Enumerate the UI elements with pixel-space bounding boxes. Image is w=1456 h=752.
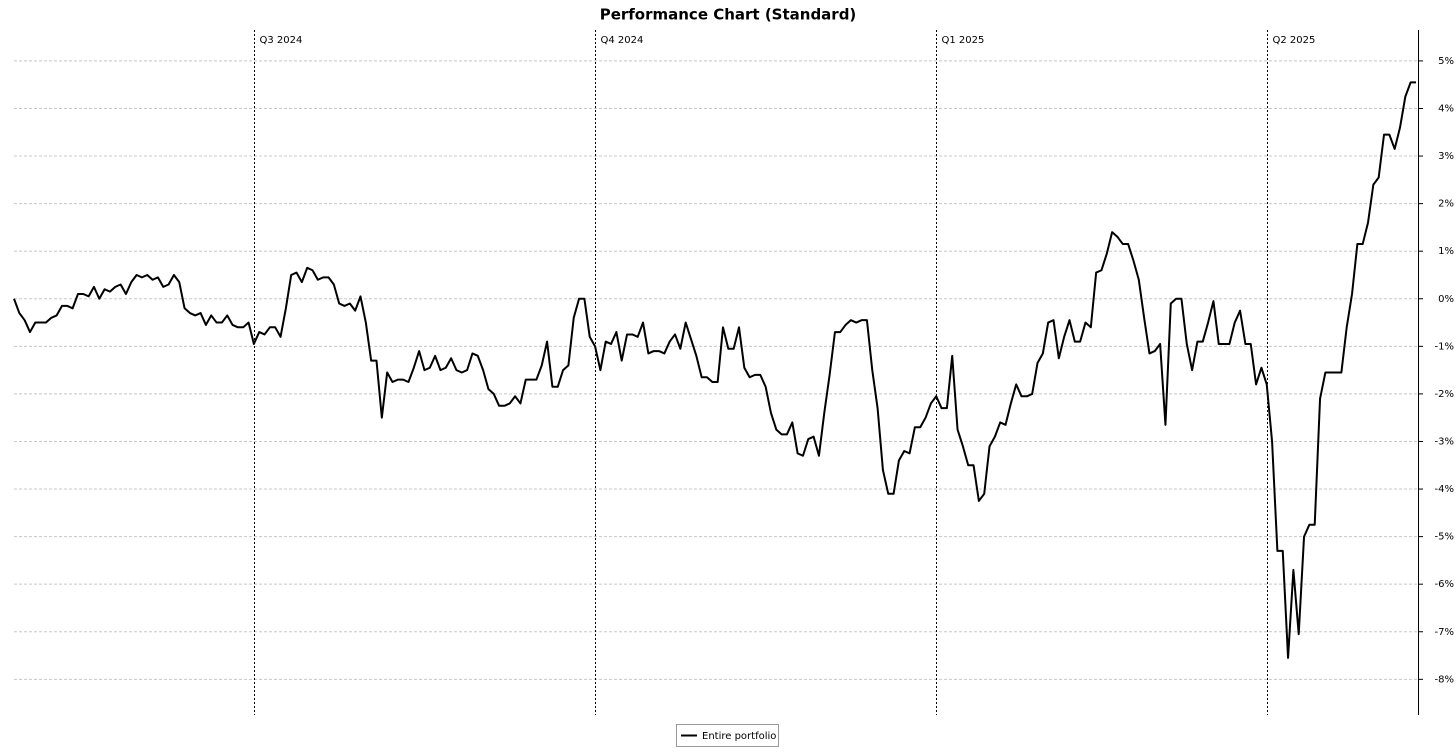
- x-tick-label: Q3 2024: [260, 35, 303, 46]
- y-tick-label: 2%: [1438, 199, 1454, 210]
- y-tick-label: 1%: [1438, 246, 1454, 257]
- y-tick-label: 3%: [1438, 151, 1454, 162]
- y-tick-label: -3%: [1435, 436, 1454, 447]
- chart-title: Performance Chart (Standard): [600, 6, 857, 24]
- y-tick-label: -8%: [1435, 674, 1454, 685]
- y-tick-label: -4%: [1435, 484, 1454, 495]
- x-tick-label: Q2 2025: [1273, 35, 1316, 46]
- y-tick-label: -1%: [1435, 341, 1454, 352]
- x-tick-label: Q1 2025: [942, 35, 985, 46]
- y-tick-label: -5%: [1435, 532, 1454, 543]
- y-tick-label: 0%: [1438, 294, 1454, 305]
- legend-label: Entire portfolio: [702, 731, 776, 742]
- legend: Entire portfolio: [676, 724, 779, 747]
- y-tick-label: 5%: [1438, 56, 1454, 67]
- y-tick-label: -7%: [1435, 627, 1454, 638]
- data-line: [13, 81, 1416, 659]
- x-tick-label: Q4 2024: [601, 35, 644, 46]
- y-tick-label: -2%: [1435, 389, 1454, 400]
- y-tick-label: 4%: [1438, 103, 1454, 114]
- legend-box: [676, 724, 779, 747]
- y-tick-label: -6%: [1435, 579, 1454, 590]
